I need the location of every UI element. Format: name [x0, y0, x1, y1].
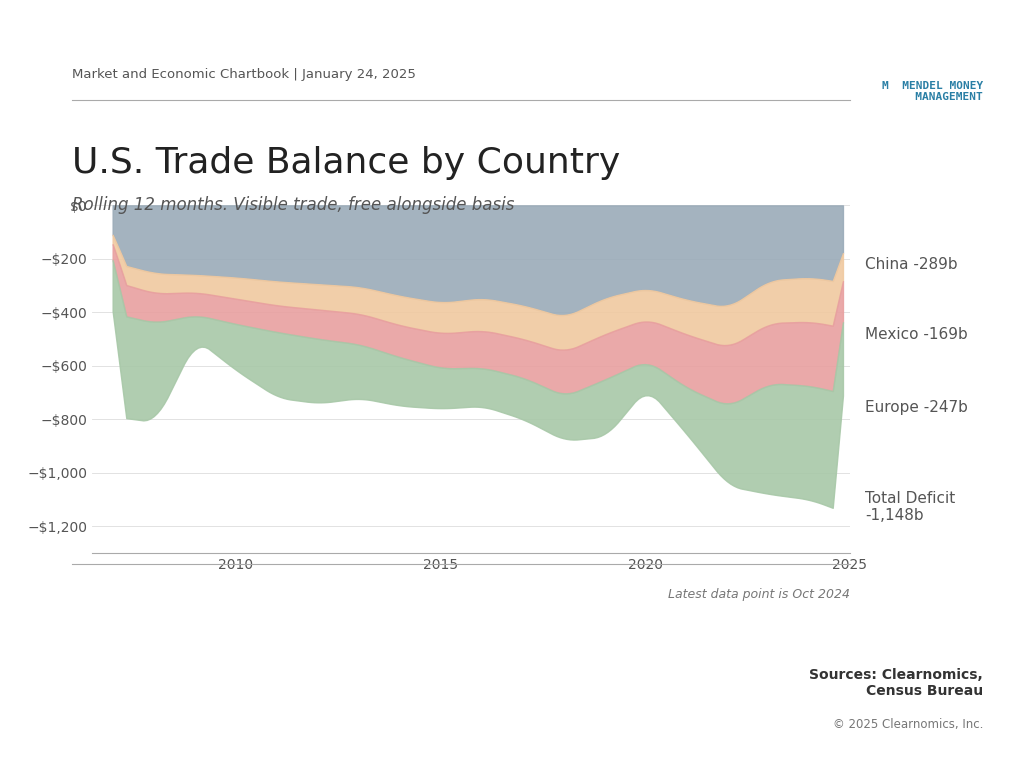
Text: Mexico -169b: Mexico -169b — [865, 326, 968, 342]
Text: Total Deficit
-1,148b: Total Deficit -1,148b — [865, 491, 955, 523]
Text: Sources: Clearnomics,
Census Bureau: Sources: Clearnomics, Census Bureau — [809, 668, 983, 698]
Text: Latest data point is Oct 2024: Latest data point is Oct 2024 — [668, 588, 850, 601]
Text: Europe -247b: Europe -247b — [865, 399, 968, 415]
Text: U.S. Trade Balance by Country: U.S. Trade Balance by Country — [72, 146, 620, 180]
Text: Market and Economic Chartbook | January 24, 2025: Market and Economic Chartbook | January … — [72, 68, 416, 81]
Text: M  MENDEL MONEY
       MANAGEMENT: M MENDEL MONEY MANAGEMENT — [868, 81, 983, 102]
Text: Rolling 12 months. Visible trade, free alongside basis: Rolling 12 months. Visible trade, free a… — [72, 196, 514, 214]
Text: China -289b: China -289b — [865, 257, 957, 273]
Text: © 2025 Clearnomics, Inc.: © 2025 Clearnomics, Inc. — [833, 718, 983, 731]
